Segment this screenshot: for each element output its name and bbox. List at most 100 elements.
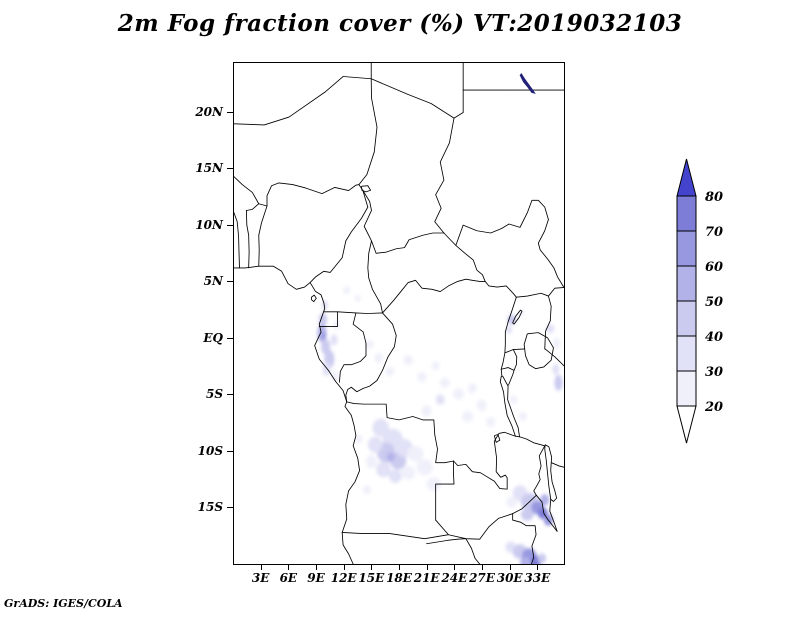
lake-outline bbox=[361, 186, 370, 192]
fog-region bbox=[333, 321, 339, 330]
country-border bbox=[267, 183, 359, 206]
fog-region bbox=[462, 411, 473, 422]
colorbar-segment bbox=[677, 301, 696, 336]
country-border bbox=[246, 204, 258, 211]
country-border bbox=[234, 213, 240, 268]
fog-region bbox=[355, 295, 361, 302]
country-border bbox=[466, 539, 480, 564]
y-tick-mark bbox=[227, 281, 233, 282]
map-frame bbox=[233, 62, 565, 565]
country-border bbox=[501, 368, 514, 371]
country-border bbox=[538, 219, 564, 287]
country-border bbox=[436, 514, 513, 540]
y-tick-mark bbox=[227, 451, 233, 452]
colorbar-segment bbox=[677, 336, 696, 371]
country-border bbox=[359, 185, 372, 241]
country-border bbox=[310, 190, 368, 282]
country-border bbox=[372, 233, 444, 253]
fog-region bbox=[363, 485, 371, 494]
map-canvas bbox=[234, 63, 564, 564]
country-border bbox=[516, 288, 563, 298]
y-tick-mark bbox=[227, 112, 233, 113]
country-border bbox=[444, 233, 485, 281]
colorbar-legend: 80706050403020 bbox=[672, 156, 732, 456]
fog-region bbox=[546, 324, 554, 333]
country-border bbox=[383, 279, 486, 313]
country-border bbox=[436, 461, 454, 520]
country-border bbox=[501, 297, 516, 376]
fog-region bbox=[540, 494, 549, 505]
y-tick-label: EQ bbox=[179, 330, 223, 346]
country-border bbox=[234, 266, 360, 564]
country-border bbox=[359, 79, 377, 185]
x-tick-mark bbox=[399, 565, 400, 570]
x-tick-mark bbox=[537, 565, 538, 570]
fog-region bbox=[521, 508, 534, 520]
fog-region bbox=[374, 353, 383, 363]
fog-region bbox=[432, 361, 440, 370]
colorbar-tick-label: 60 bbox=[705, 260, 723, 275]
fog-region bbox=[421, 405, 431, 416]
y-tick-mark bbox=[227, 507, 233, 508]
y-tick-mark bbox=[227, 225, 233, 226]
country-border bbox=[339, 313, 366, 382]
y-tick-label: 5S bbox=[179, 386, 223, 402]
country-border bbox=[534, 446, 545, 496]
fog-region bbox=[366, 455, 377, 469]
y-tick-label: 5N bbox=[179, 273, 223, 289]
country-border bbox=[427, 539, 466, 544]
colorbar-tick-label: 80 bbox=[705, 190, 723, 205]
fog-region bbox=[407, 446, 424, 462]
country-border bbox=[509, 370, 514, 385]
lake-outline bbox=[500, 376, 519, 437]
fog-region bbox=[486, 417, 495, 427]
colorbar-arrow-bottom bbox=[677, 406, 696, 443]
colorbar-tick-label: 30 bbox=[705, 365, 723, 380]
fog-region bbox=[389, 469, 402, 483]
x-tick-mark bbox=[510, 565, 511, 570]
fog-region bbox=[506, 496, 517, 507]
fog-region bbox=[554, 375, 562, 391]
colorbar-segment bbox=[677, 196, 696, 231]
country-border bbox=[454, 432, 516, 489]
y-tick-label: 10N bbox=[179, 217, 223, 233]
fog-region bbox=[476, 400, 486, 411]
x-tick-mark bbox=[344, 565, 345, 570]
country-border bbox=[371, 79, 454, 118]
fog-region bbox=[436, 395, 445, 405]
country-border bbox=[485, 281, 516, 297]
y-tick-mark bbox=[227, 168, 233, 169]
fog-region bbox=[368, 437, 383, 453]
y-tick-label: 15N bbox=[179, 160, 223, 176]
fog-region bbox=[552, 364, 559, 375]
country-border bbox=[259, 206, 267, 266]
country-border bbox=[435, 118, 454, 233]
lake-outline bbox=[545, 445, 557, 502]
y-tick-label: 10S bbox=[179, 443, 223, 459]
country-border bbox=[456, 200, 549, 245]
fog-region bbox=[510, 395, 517, 404]
colorbar-arrow-top bbox=[677, 159, 696, 196]
country-border bbox=[324, 312, 383, 314]
colorbar-tick-label: 40 bbox=[705, 330, 723, 345]
colorbar-segment bbox=[677, 266, 696, 301]
x-tick-mark bbox=[482, 565, 483, 570]
grads-credit: GrADS: IGES/COLA bbox=[4, 597, 123, 610]
colorbar-tick-label: 20 bbox=[704, 400, 723, 415]
country-border bbox=[551, 463, 564, 468]
y-tick-label: 15S bbox=[179, 499, 223, 515]
fog-region bbox=[553, 338, 560, 349]
y-tick-mark bbox=[227, 394, 233, 395]
fog-region bbox=[468, 383, 477, 393]
grads-fog-plot: 2m Fog fraction cover (%) VT:2019032103 … bbox=[0, 0, 800, 618]
country-border bbox=[259, 204, 267, 206]
colorbar-tick-label: 70 bbox=[705, 225, 723, 240]
country-border bbox=[513, 350, 516, 371]
x-tick-mark bbox=[261, 565, 262, 570]
fog-region bbox=[401, 466, 416, 480]
x-tick-mark bbox=[371, 565, 372, 570]
colorbar-segment bbox=[677, 371, 696, 406]
fog-region bbox=[538, 553, 546, 563]
fog-region bbox=[385, 367, 394, 376]
country-border bbox=[342, 532, 448, 538]
